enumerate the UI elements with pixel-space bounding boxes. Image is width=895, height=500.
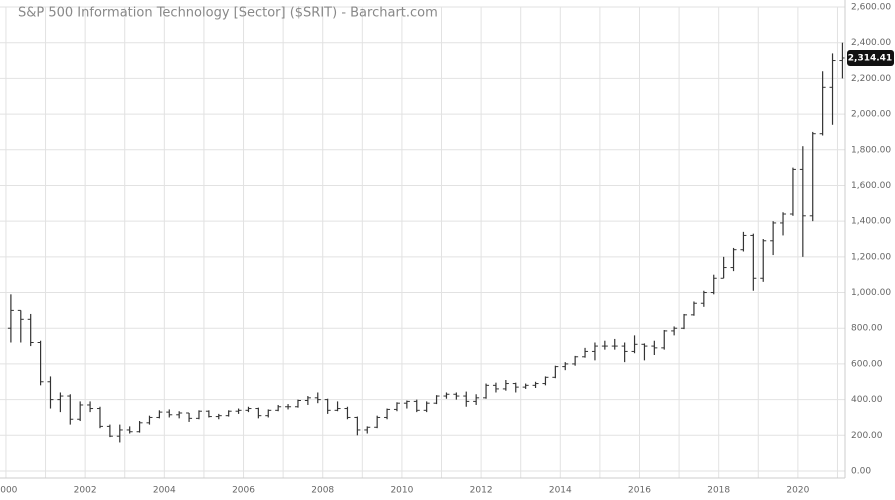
last-price-badge (847, 49, 894, 66)
last-price-label: 2,314.41 (848, 53, 892, 63)
y-tick-label: 1,000.00 (851, 288, 891, 298)
y-tick-label: 1,800.00 (851, 145, 891, 155)
y-tick-label: 0.00 (851, 467, 871, 477)
x-tick-label: 2010 (390, 486, 413, 496)
y-tick-label: 200.00 (851, 431, 883, 441)
x-tick-label: 2006 (232, 486, 255, 496)
x-tick-label: 2002 (74, 486, 97, 496)
x-tick-label: 2016 (628, 486, 651, 496)
y-tick-label: 2,000.00 (851, 110, 891, 120)
x-tick-label: 2014 (549, 486, 572, 496)
y-tick-label: 800.00 (851, 324, 883, 334)
plot-area (0, 0, 845, 478)
y-tick-label: 1,200.00 (851, 252, 891, 262)
y-tick-label: 600.00 (851, 359, 883, 369)
bars (7, 42, 846, 443)
x-tick-label: 2008 (311, 486, 334, 496)
x-tick-label: 2012 (470, 486, 493, 496)
chart-title: S&P 500 Information Technology [Sector] … (18, 6, 438, 21)
y-tick-label: 2,200.00 (851, 74, 891, 84)
x-tick-label: 2020 (786, 486, 809, 496)
grid (0, 6, 845, 478)
y-tick-label: 2,600.00 (851, 3, 891, 13)
x-tick-label: 2004 (153, 486, 176, 496)
y-tick-label: 1,400.00 (851, 217, 891, 227)
y-tick-label: 2,400.00 (851, 38, 891, 48)
x-tick-label: 2018 (707, 486, 730, 496)
y-tick-label: 400.00 (851, 395, 883, 405)
x-tick-label: 2000 (0, 486, 18, 496)
y-tick-label: 1,600.00 (851, 181, 891, 191)
